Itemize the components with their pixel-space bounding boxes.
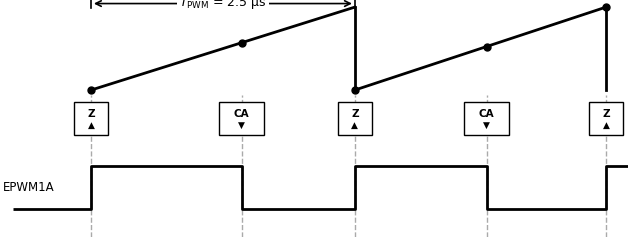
- Text: ▲: ▲: [88, 121, 94, 130]
- FancyBboxPatch shape: [338, 102, 372, 135]
- FancyBboxPatch shape: [589, 102, 624, 135]
- Text: ▲: ▲: [603, 121, 609, 130]
- Text: Z: Z: [602, 109, 610, 118]
- Text: EPWM1A: EPWM1A: [3, 181, 55, 194]
- FancyBboxPatch shape: [74, 102, 109, 135]
- FancyBboxPatch shape: [464, 102, 509, 135]
- Text: ▲: ▲: [352, 121, 358, 130]
- Text: Z: Z: [87, 109, 95, 118]
- Text: $T_\mathrm{PWM}$ = 2.5 μs: $T_\mathrm{PWM}$ = 2.5 μs: [179, 0, 267, 11]
- Text: Z: Z: [351, 109, 359, 118]
- Text: CA: CA: [479, 109, 494, 118]
- Text: ▼: ▼: [239, 121, 245, 130]
- Text: ▼: ▼: [484, 121, 490, 130]
- FancyBboxPatch shape: [219, 102, 264, 135]
- Text: CA: CA: [234, 109, 249, 118]
